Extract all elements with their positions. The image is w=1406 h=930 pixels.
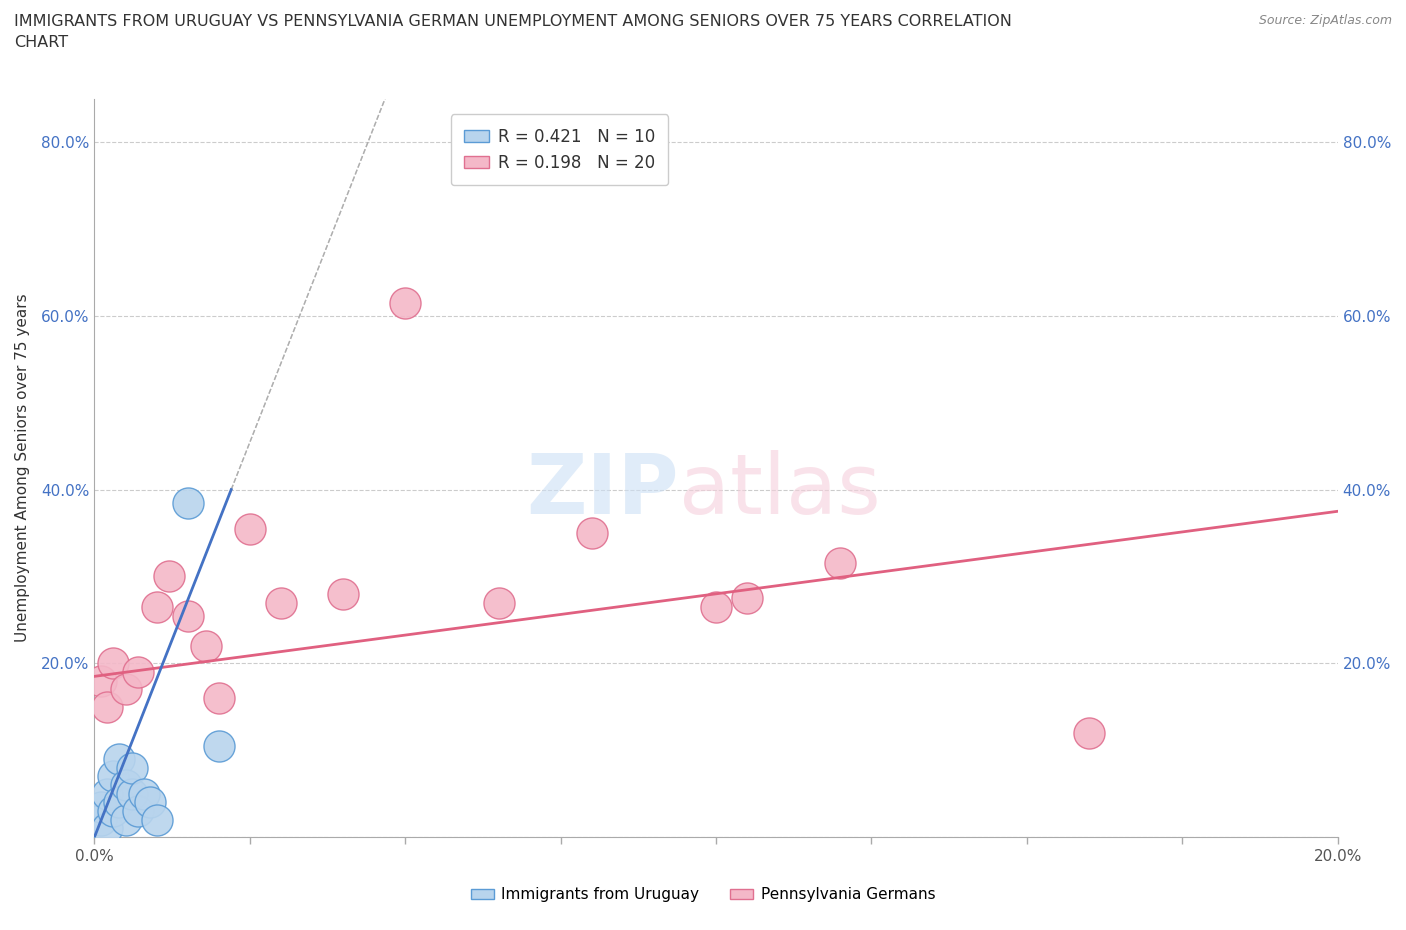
Point xyxy=(581,525,603,540)
Text: IMMIGRANTS FROM URUGUAY VS PENNSYLVANIA GERMAN UNEMPLOYMENT AMONG SENIORS OVER 7: IMMIGRANTS FROM URUGUAY VS PENNSYLVANIA … xyxy=(14,14,1012,50)
Point xyxy=(488,595,510,610)
Point xyxy=(270,595,292,610)
Point xyxy=(101,656,124,671)
Point xyxy=(239,521,262,536)
Point xyxy=(177,608,200,623)
Point xyxy=(101,804,124,818)
Point xyxy=(114,812,136,827)
Point xyxy=(90,673,112,688)
Point xyxy=(332,587,354,602)
Y-axis label: Unemployment Among Seniors over 75 years: Unemployment Among Seniors over 75 years xyxy=(15,294,30,643)
Point xyxy=(145,812,167,827)
Point xyxy=(704,600,727,615)
Point xyxy=(208,738,231,753)
Point xyxy=(127,665,149,680)
Point xyxy=(208,691,231,706)
Point xyxy=(114,682,136,697)
Text: Source: ZipAtlas.com: Source: ZipAtlas.com xyxy=(1258,14,1392,27)
Legend: Immigrants from Uruguay, Pennsylvania Germans: Immigrants from Uruguay, Pennsylvania Ge… xyxy=(465,882,941,909)
Point xyxy=(96,821,118,836)
Point xyxy=(90,799,112,814)
Point xyxy=(139,795,162,810)
Text: ZIP: ZIP xyxy=(526,449,679,530)
Point xyxy=(108,751,131,766)
Point xyxy=(830,556,852,571)
Point xyxy=(127,804,149,818)
Point xyxy=(101,769,124,784)
Point xyxy=(121,760,143,775)
Point xyxy=(394,296,416,311)
Point xyxy=(157,569,180,584)
Point xyxy=(145,600,167,615)
Point xyxy=(1078,725,1101,740)
Point xyxy=(195,639,218,654)
Point xyxy=(114,777,136,792)
Point xyxy=(96,699,118,714)
Text: atlas: atlas xyxy=(679,449,880,530)
Point xyxy=(735,591,758,605)
Legend: R = 0.421   N = 10, R = 0.198   N = 20: R = 0.421 N = 10, R = 0.198 N = 20 xyxy=(451,114,668,185)
Point xyxy=(121,786,143,801)
Point xyxy=(90,812,112,827)
Point xyxy=(177,495,200,510)
Point xyxy=(96,786,118,801)
Point xyxy=(134,786,156,801)
Point xyxy=(108,795,131,810)
